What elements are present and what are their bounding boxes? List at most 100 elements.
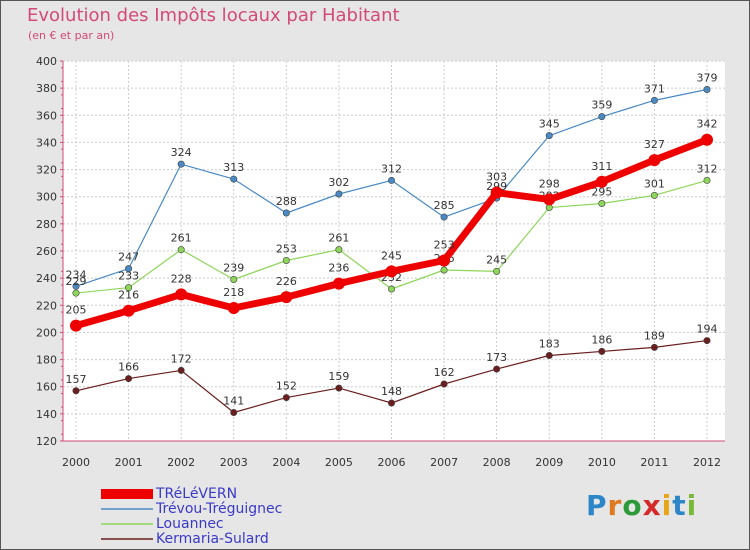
data-point-trevou-treguignec (545, 132, 553, 140)
tick-label-x: 2010 (588, 456, 616, 469)
data-label-trevou-treguignec: 371 (644, 82, 665, 95)
data-point-trelevern (490, 186, 503, 199)
data-label-kermaria-sulard: 148 (381, 385, 402, 398)
data-label-louannec: 261 (328, 232, 349, 245)
tick-label-y: 360 (36, 109, 57, 122)
tick-label-y: 160 (36, 381, 57, 394)
tick-label-y: 340 (36, 136, 57, 149)
data-point-louannec (177, 246, 185, 254)
tick-label-y: 200 (36, 326, 57, 339)
data-label-trevou-treguignec: 302 (328, 176, 349, 189)
data-label-trevou-treguignec: 234 (66, 268, 87, 281)
data-point-trelevern (438, 254, 451, 267)
data-point-trevou-treguignec (387, 176, 395, 184)
proxiti-logo: Proxiti (586, 489, 698, 522)
data-point-kermaria-sulard (650, 343, 658, 351)
legend-item-kermaria: Kermaria-Sulard (101, 532, 282, 547)
data-point-trelevern (175, 288, 188, 301)
data-label-trelevern: 253 (434, 239, 455, 252)
data-label-kermaria-sulard: 166 (118, 361, 139, 374)
data-point-trelevern (543, 193, 556, 206)
legend-swatch-trelevern (101, 489, 153, 499)
tick-label-x: 2003 (220, 456, 248, 469)
legend-swatch-kermaria (101, 538, 153, 540)
data-point-louannec (282, 256, 290, 264)
data-point-trevou-treguignec (230, 175, 238, 183)
tick-label-x: 2004 (272, 456, 300, 469)
data-point-kermaria-sulard (282, 394, 290, 402)
legend-item-trelevern: TRéLéVERN (101, 487, 282, 502)
data-point-louannec (72, 289, 80, 297)
data-label-trevou-treguignec: 359 (591, 99, 612, 112)
data-label-trelevern: 327 (644, 138, 665, 151)
legend-label-louannec: Louannec (156, 516, 224, 532)
data-label-kermaria-sulard: 186 (591, 333, 612, 346)
data-point-trelevern (227, 302, 240, 314)
data-label-louannec: 312 (697, 162, 718, 175)
tick-label-x: 2012 (693, 456, 721, 469)
data-label-trelevern: 236 (328, 262, 349, 275)
data-point-kermaria-sulard (72, 387, 80, 395)
tick-label-x: 2001 (115, 456, 143, 469)
data-label-kermaria-sulard: 194 (697, 323, 718, 336)
data-label-louannec: 239 (223, 262, 244, 275)
data-label-kermaria-sulard: 152 (276, 380, 297, 393)
data-label-kermaria-sulard: 157 (66, 373, 87, 386)
tick-label-y: 140 (36, 408, 57, 421)
data-point-kermaria-sulard (703, 337, 711, 345)
data-point-louannec (440, 266, 448, 274)
tick-label-x: 2008 (483, 456, 511, 469)
data-point-trevou-treguignec (440, 213, 448, 221)
chart-title: Evolution des Impôts locaux par Habitant (27, 5, 400, 26)
tick-label-x: 2005 (325, 456, 353, 469)
data-label-trelevern: 216 (118, 289, 139, 302)
data-label-trevou-treguignec: 313 (223, 161, 244, 174)
tick-label-y: 240 (36, 272, 57, 285)
data-label-kermaria-sulard: 172 (171, 352, 192, 365)
data-point-louannec (125, 284, 133, 292)
legend-label-trelevern: TRéLéVERN (156, 486, 238, 502)
tick-label-x: 2009 (535, 456, 563, 469)
legend-swatch-trevou (101, 508, 153, 510)
data-point-louannec (650, 191, 658, 199)
data-point-trevou-treguignec (72, 282, 80, 290)
data-point-trelevern (701, 133, 713, 146)
data-point-trevou-treguignec (598, 113, 606, 121)
data-label-louannec: 253 (276, 243, 297, 256)
data-label-louannec: 301 (644, 177, 665, 190)
tick-label-y: 120 (36, 435, 57, 448)
data-label-trevou-treguignec: 324 (171, 146, 192, 159)
data-label-trevou-treguignec: 345 (539, 118, 560, 131)
chart-subtitle: (en € et par an) (28, 29, 115, 42)
data-point-kermaria-sulard (493, 365, 501, 373)
data-label-kermaria-sulard: 159 (328, 370, 349, 383)
data-point-trevou-treguignec (282, 209, 290, 217)
data-label-trevou-treguignec: 288 (276, 195, 297, 208)
data-label-louannec: 229 (66, 275, 87, 288)
data-label-trelevern: 228 (171, 272, 192, 285)
data-label-trelevern: 342 (697, 118, 718, 131)
tick-label-x: 2000 (62, 456, 90, 469)
legend-item-trevou: Trévou-Tréguignec (101, 502, 282, 517)
data-label-kermaria-sulard: 173 (486, 351, 507, 364)
data-point-trevou-treguignec (335, 190, 343, 198)
tick-label-y: 380 (36, 82, 57, 95)
data-point-trevou-treguignec (650, 96, 658, 104)
data-label-louannec: 261 (171, 232, 192, 245)
data-label-trelevern: 205 (66, 304, 87, 317)
data-point-kermaria-sulard (125, 375, 133, 383)
tick-label-x: 2006 (378, 456, 406, 469)
data-label-trelevern: 303 (486, 171, 507, 184)
tick-label-x: 2002 (167, 456, 195, 469)
data-label-trevou-treguignec: 312 (381, 162, 402, 175)
data-point-louannec (703, 176, 711, 184)
data-point-trelevern (595, 175, 608, 188)
data-point-louannec (493, 267, 501, 275)
data-label-louannec: 233 (118, 270, 139, 283)
data-point-trelevern (70, 319, 82, 332)
data-label-trevou-treguignec: 285 (434, 199, 455, 212)
data-point-kermaria-sulard (440, 380, 448, 388)
data-point-kermaria-sulard (387, 399, 395, 407)
data-point-trelevern (122, 304, 135, 317)
